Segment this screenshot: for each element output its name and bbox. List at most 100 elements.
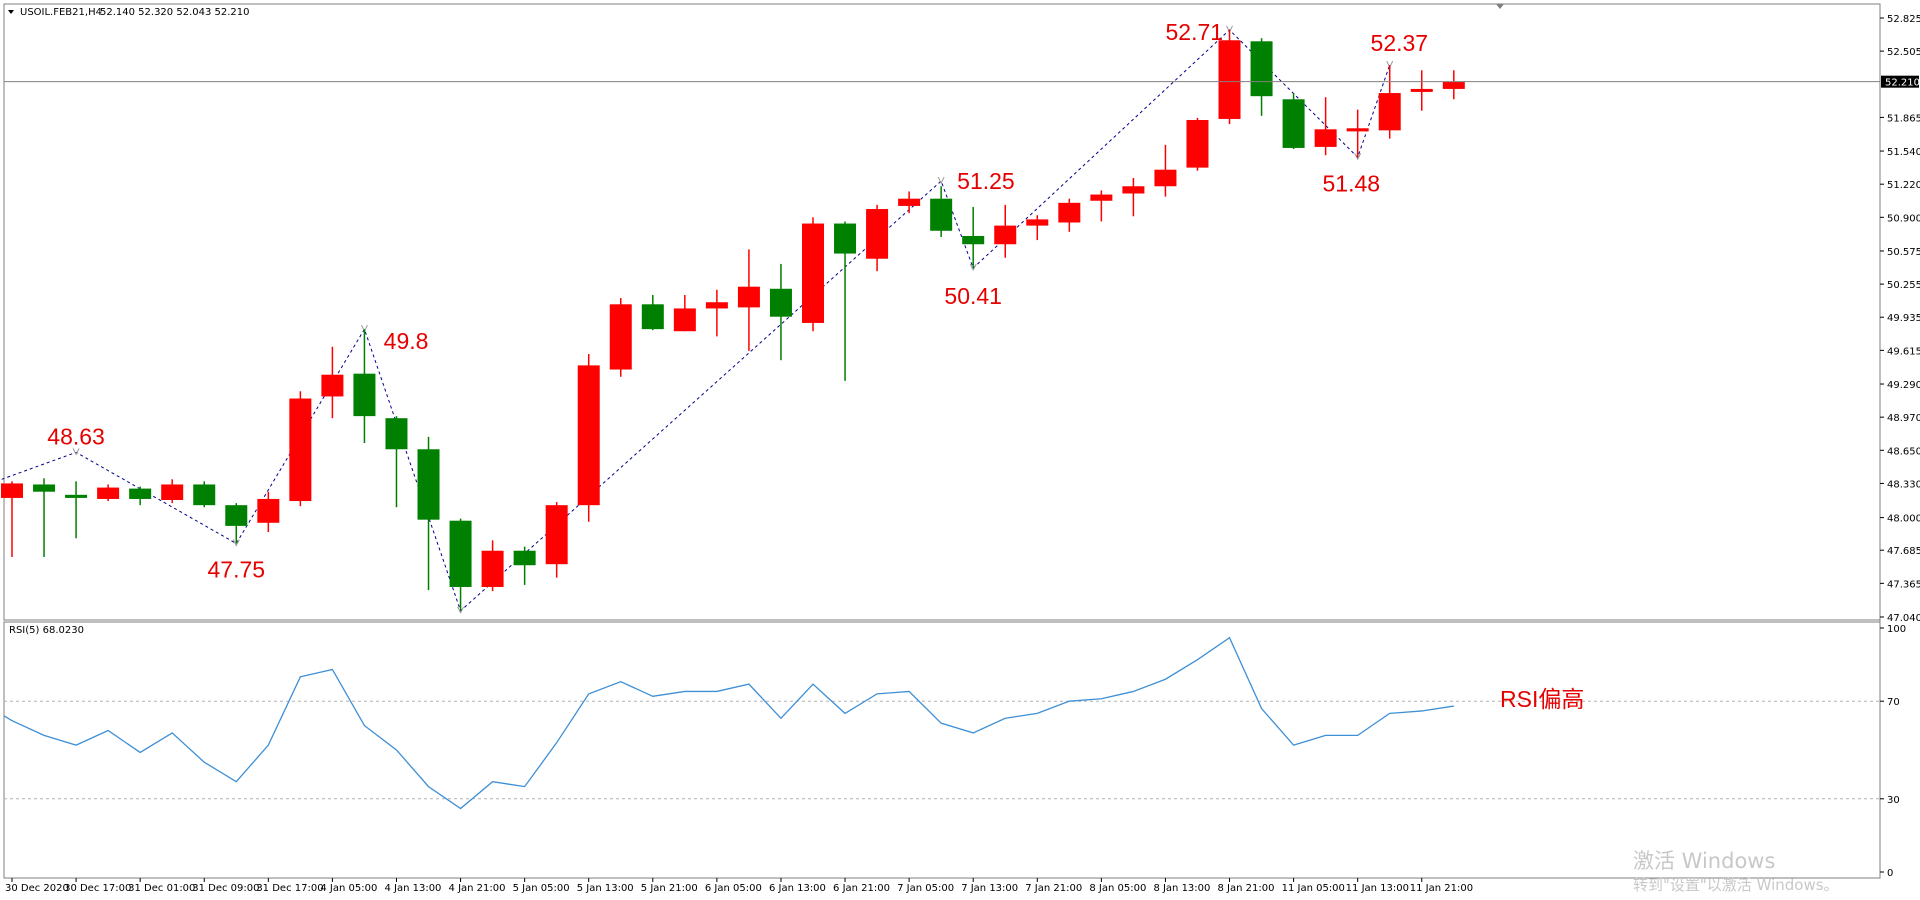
candle[interactable] — [1122, 177, 1145, 217]
candle[interactable] — [417, 436, 440, 591]
candle-body — [1218, 40, 1241, 119]
candle[interactable] — [1090, 190, 1113, 222]
candle-body — [802, 223, 824, 323]
candle[interactable] — [1186, 117, 1209, 171]
candle[interactable] — [609, 298, 632, 377]
candle[interactable] — [353, 329, 376, 444]
candle[interactable] — [545, 502, 568, 578]
candle[interactable] — [737, 249, 760, 351]
candle[interactable] — [513, 546, 536, 585]
candle-body — [1122, 186, 1145, 194]
candle-body — [193, 484, 216, 506]
candle[interactable] — [65, 481, 88, 539]
candle-body — [1186, 119, 1209, 168]
candle-body — [225, 505, 248, 526]
time-tick-label: 8 Jan 05:00 — [1089, 883, 1146, 894]
candle-body — [1378, 93, 1401, 131]
candle-body — [289, 398, 312, 502]
chart-menu-icon[interactable] — [8, 10, 14, 14]
candle-body — [737, 286, 760, 308]
candle-body — [1058, 202, 1081, 223]
price-panel[interactable] — [3, 3, 1881, 621]
watermark-line1: 激活 Windows — [1633, 849, 1775, 873]
time-tick-label: 8 Jan 13:00 — [1153, 883, 1210, 894]
price-tick-label: 47.685 — [1887, 546, 1920, 557]
time-tick-label: 4 Jan 13:00 — [384, 883, 441, 894]
candle-body — [1090, 194, 1113, 201]
candle[interactable] — [97, 484, 120, 502]
current-price-label: 52.210 — [1885, 78, 1920, 89]
price-tick-label: 48.650 — [1887, 446, 1920, 457]
candle[interactable] — [1410, 70, 1433, 111]
candle[interactable] — [930, 186, 953, 237]
candle[interactable] — [385, 416, 408, 508]
candle-body — [1410, 88, 1433, 92]
candle[interactable] — [1026, 215, 1049, 241]
candle[interactable] — [802, 217, 824, 332]
candle[interactable] — [1154, 144, 1177, 197]
candle-body — [481, 550, 504, 587]
candle-body — [97, 487, 120, 499]
scroll-marker-icon[interactable] — [1496, 4, 1504, 9]
candle-body — [898, 198, 921, 206]
rsi-tick-label: 0 — [1887, 868, 1893, 879]
candle-body — [994, 225, 1017, 245]
candle[interactable] — [994, 204, 1017, 258]
price-tick-label: 51.540 — [1887, 147, 1920, 158]
candle[interactable] — [1378, 65, 1401, 139]
candle[interactable] — [1282, 93, 1305, 149]
time-tick-label: 31 Dec 09:00 — [192, 883, 259, 894]
time-tick-label: 7 Jan 05:00 — [897, 883, 954, 894]
candle[interactable] — [577, 353, 600, 522]
candle[interactable] — [769, 263, 792, 361]
candle[interactable] — [705, 289, 728, 337]
watermark-line2: 转到"设置"以激活 Windows。 — [1633, 876, 1839, 894]
candle[interactable] — [193, 481, 216, 508]
price-tick-label: 50.575 — [1887, 247, 1920, 258]
candle[interactable] — [449, 518, 472, 611]
candle-body — [930, 198, 953, 231]
swing-price-label: 51.25 — [957, 168, 1015, 194]
candle[interactable] — [225, 503, 248, 544]
swing-price-label: 50.41 — [944, 283, 1002, 309]
candle[interactable] — [1346, 109, 1369, 158]
candle[interactable] — [321, 346, 344, 419]
candle-body — [577, 365, 600, 506]
price-tick-label: 50.255 — [1887, 280, 1920, 291]
swing-price-label: 52.37 — [1371, 30, 1429, 56]
time-tick-label: 6 Jan 05:00 — [705, 883, 762, 894]
candle[interactable] — [33, 478, 56, 557]
candle[interactable] — [257, 491, 280, 533]
candle-body — [1346, 128, 1369, 132]
candle[interactable] — [962, 206, 985, 269]
zigzag-arrow-icon — [937, 176, 945, 185]
time-tick-label: 8 Jan 21:00 — [1218, 883, 1275, 894]
candle[interactable] — [129, 486, 152, 506]
candle-body — [866, 209, 889, 259]
candle[interactable] — [1, 481, 23, 557]
candle[interactable] — [673, 294, 696, 332]
time-tick-label: 7 Jan 13:00 — [961, 883, 1018, 894]
candle[interactable] — [866, 204, 889, 272]
candle-body — [609, 304, 632, 370]
candle-body — [769, 288, 792, 317]
candle[interactable] — [481, 540, 504, 592]
candle[interactable] — [1218, 29, 1241, 125]
candle[interactable] — [1250, 38, 1273, 116]
candle[interactable] — [641, 294, 664, 331]
candle-body — [1250, 41, 1273, 97]
candle[interactable] — [289, 391, 312, 507]
price-tick-label: 48.970 — [1887, 413, 1920, 424]
price-tick-label: 52.505 — [1887, 47, 1920, 58]
candle[interactable] — [1314, 97, 1337, 156]
rsi-panel[interactable] — [3, 621, 1881, 879]
price-tick-label: 51.220 — [1887, 180, 1920, 191]
candle[interactable] — [834, 221, 857, 381]
time-tick-label: 6 Jan 21:00 — [833, 883, 890, 894]
candle[interactable] — [161, 479, 184, 504]
candle[interactable] — [1058, 198, 1081, 232]
time-tick-label: 31 Dec 17:00 — [256, 883, 323, 894]
candle[interactable] — [898, 191, 921, 214]
candle[interactable] — [1442, 70, 1465, 100]
